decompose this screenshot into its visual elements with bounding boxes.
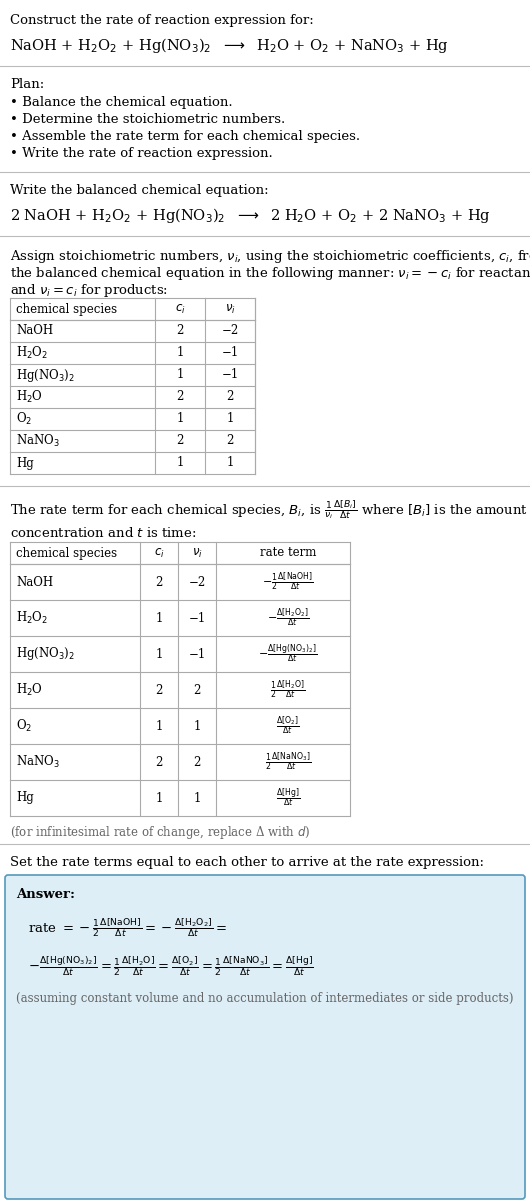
Text: NaOH: NaOH <box>16 576 53 589</box>
Text: and $\nu_i = c_i$ for products:: and $\nu_i = c_i$ for products: <box>10 282 168 299</box>
Text: H$_2$O: H$_2$O <box>16 389 43 405</box>
Text: $-\frac{\Delta[\mathrm{Hg(NO_3)_2}]}{\Delta t} = \frac{1}{2}\frac{\Delta[\mathrm: $-\frac{\Delta[\mathrm{Hg(NO_3)_2}]}{\De… <box>28 954 314 978</box>
Text: • Determine the stoichiometric numbers.: • Determine the stoichiometric numbers. <box>10 113 285 126</box>
Text: −2: −2 <box>222 325 238 337</box>
FancyBboxPatch shape <box>5 875 525 1199</box>
Text: 2: 2 <box>155 755 163 768</box>
Text: 1: 1 <box>226 413 234 425</box>
Text: Write the balanced chemical equation:: Write the balanced chemical equation: <box>10 184 269 197</box>
Text: $\frac{1}{2}\frac{\Delta[\mathrm{NaNO_3}]}{\Delta t}$: $\frac{1}{2}\frac{\Delta[\mathrm{NaNO_3}… <box>265 750 311 773</box>
Text: H$_2$O$_2$: H$_2$O$_2$ <box>16 610 48 626</box>
Text: 2: 2 <box>155 576 163 589</box>
Text: 2: 2 <box>226 390 234 403</box>
Text: −1: −1 <box>188 648 206 661</box>
Text: $-\frac{1}{2}\frac{\Delta[\mathrm{NaOH}]}{\Delta t}$: $-\frac{1}{2}\frac{\Delta[\mathrm{NaOH}]… <box>262 571 314 594</box>
Text: (assuming constant volume and no accumulation of intermediates or side products): (assuming constant volume and no accumul… <box>16 992 514 1005</box>
Text: $\frac{1}{2}\frac{\Delta[\mathrm{H_2O}]}{\Delta t}$: $\frac{1}{2}\frac{\Delta[\mathrm{H_2O}]}… <box>270 679 306 702</box>
Text: $c_i$: $c_i$ <box>175 302 186 315</box>
Text: Hg: Hg <box>16 456 34 470</box>
Text: The rate term for each chemical species, $B_i$, is $\frac{1}{\nu_i}\frac{\Delta[: The rate term for each chemical species,… <box>10 498 528 521</box>
Text: $-\frac{\Delta[\mathrm{Hg(NO_3)_2}]}{\Delta t}$: $-\frac{\Delta[\mathrm{Hg(NO_3)_2}]}{\De… <box>259 643 317 666</box>
Text: • Balance the chemical equation.: • Balance the chemical equation. <box>10 96 233 110</box>
Text: rate term: rate term <box>260 547 316 560</box>
Text: −2: −2 <box>188 576 206 589</box>
Text: 2: 2 <box>193 684 201 696</box>
Text: $\nu_i$: $\nu_i$ <box>225 302 235 315</box>
Text: NaOH + H$_2$O$_2$ + Hg(NO$_3$)$_2$  $\longrightarrow$  H$_2$O + O$_2$ + NaNO$_3$: NaOH + H$_2$O$_2$ + Hg(NO$_3$)$_2$ $\lon… <box>10 36 449 55</box>
Text: NaNO$_3$: NaNO$_3$ <box>16 754 60 771</box>
Text: 2: 2 <box>155 684 163 696</box>
Text: Assign stoichiometric numbers, $\nu_i$, using the stoichiometric coefficients, $: Assign stoichiometric numbers, $\nu_i$, … <box>10 248 530 265</box>
Text: 1: 1 <box>226 456 234 470</box>
Text: Plan:: Plan: <box>10 78 44 92</box>
Text: 2: 2 <box>226 435 234 448</box>
Text: 2: 2 <box>176 325 184 337</box>
Text: $-\frac{\Delta[\mathrm{H_2O_2}]}{\Delta t}$: $-\frac{\Delta[\mathrm{H_2O_2}]}{\Delta … <box>267 607 309 630</box>
Text: Set the rate terms equal to each other to arrive at the rate expression:: Set the rate terms equal to each other t… <box>10 856 484 869</box>
Text: Hg(NO$_3$)$_2$: Hg(NO$_3$)$_2$ <box>16 366 75 384</box>
Text: −1: −1 <box>222 368 238 382</box>
Text: Hg: Hg <box>16 791 34 804</box>
Text: $\frac{\Delta[\mathrm{O_2}]}{\Delta t}$: $\frac{\Delta[\mathrm{O_2}]}{\Delta t}$ <box>276 714 299 737</box>
Text: NaOH: NaOH <box>16 325 53 337</box>
Text: 1: 1 <box>176 368 184 382</box>
Text: Construct the rate of reaction expression for:: Construct the rate of reaction expressio… <box>10 14 314 26</box>
Text: rate $= -\frac{1}{2}\frac{\Delta[\mathrm{NaOH}]}{\Delta t} = -\frac{\Delta[\math: rate $= -\frac{1}{2}\frac{\Delta[\mathrm… <box>28 916 227 939</box>
Text: • Write the rate of reaction expression.: • Write the rate of reaction expression. <box>10 147 273 160</box>
Text: chemical species: chemical species <box>16 302 117 315</box>
Text: 1: 1 <box>155 648 163 661</box>
Text: NaNO$_3$: NaNO$_3$ <box>16 433 60 449</box>
Text: O$_2$: O$_2$ <box>16 718 32 734</box>
Text: H$_2$O$_2$: H$_2$O$_2$ <box>16 346 48 361</box>
Text: 1: 1 <box>193 720 201 732</box>
Text: 1: 1 <box>193 791 201 804</box>
Text: 2 NaOH + H$_2$O$_2$ + Hg(NO$_3$)$_2$  $\longrightarrow$  2 H$_2$O + O$_2$ + 2 Na: 2 NaOH + H$_2$O$_2$ + Hg(NO$_3$)$_2$ $\l… <box>10 206 491 225</box>
Text: $\nu_i$: $\nu_i$ <box>191 547 202 560</box>
Text: the balanced chemical equation in the following manner: $\nu_i = -c_i$ for react: the balanced chemical equation in the fo… <box>10 265 530 282</box>
Text: −1: −1 <box>222 347 238 360</box>
Text: (for infinitesimal rate of change, replace Δ with $d$): (for infinitesimal rate of change, repla… <box>10 824 311 842</box>
Text: 1: 1 <box>155 612 163 625</box>
Text: • Assemble the rate term for each chemical species.: • Assemble the rate term for each chemic… <box>10 130 360 143</box>
Text: O$_2$: O$_2$ <box>16 411 32 427</box>
Text: 1: 1 <box>176 413 184 425</box>
Text: 2: 2 <box>176 435 184 448</box>
Text: concentration and $t$ is time:: concentration and $t$ is time: <box>10 526 197 541</box>
Text: −1: −1 <box>188 612 206 625</box>
Text: 1: 1 <box>176 456 184 470</box>
Text: Hg(NO$_3$)$_2$: Hg(NO$_3$)$_2$ <box>16 645 75 662</box>
Text: $c_i$: $c_i$ <box>154 547 164 560</box>
Text: H$_2$O: H$_2$O <box>16 681 43 698</box>
Text: $\frac{\Delta[\mathrm{Hg}]}{\Delta t}$: $\frac{\Delta[\mathrm{Hg}]}{\Delta t}$ <box>276 786 300 809</box>
Text: Answer:: Answer: <box>16 889 75 901</box>
Text: 2: 2 <box>193 755 201 768</box>
Text: 2: 2 <box>176 390 184 403</box>
Text: 1: 1 <box>176 347 184 360</box>
Text: chemical species: chemical species <box>16 547 117 560</box>
Text: 1: 1 <box>155 720 163 732</box>
Text: 1: 1 <box>155 791 163 804</box>
